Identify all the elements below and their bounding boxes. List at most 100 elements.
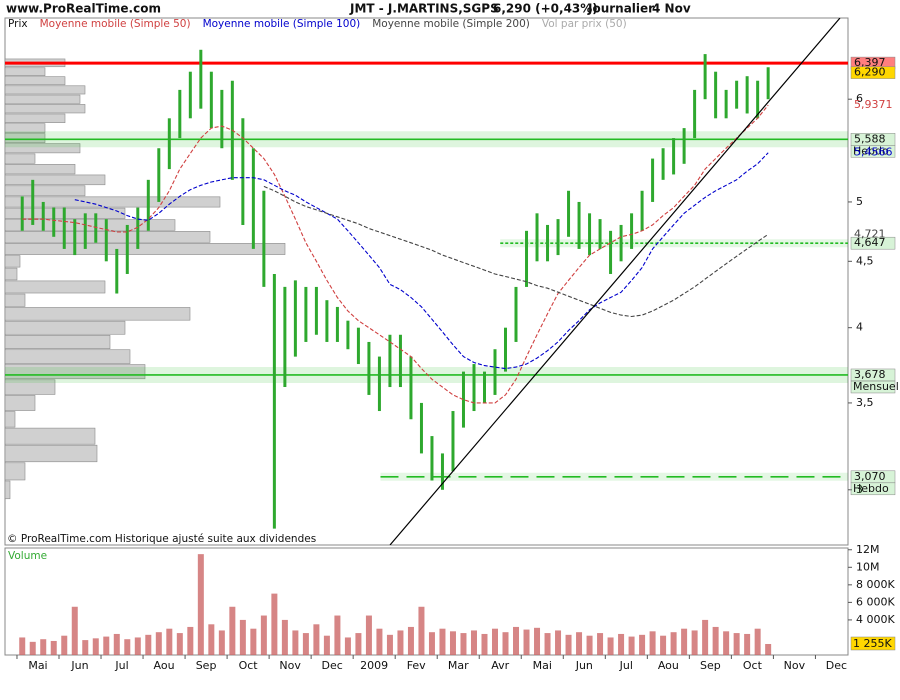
x-tick-label: Avr xyxy=(491,659,509,672)
volume-profile-bar xyxy=(5,480,11,500)
volume-profile-bar xyxy=(5,307,191,321)
last-price-box xyxy=(850,66,896,79)
volume-bar xyxy=(71,606,78,655)
volume-bar xyxy=(481,633,488,655)
volume-bar xyxy=(19,637,26,655)
price-plot xyxy=(5,49,848,529)
level-period: Mensuel xyxy=(853,380,899,393)
x-tick-label: Dec xyxy=(322,659,343,672)
level-period: Hebdo xyxy=(853,144,889,157)
volume-bar xyxy=(229,606,236,655)
volume-bar xyxy=(544,633,551,655)
x-tick-label: Oct xyxy=(239,659,259,672)
volume-bar xyxy=(323,635,330,655)
volume-bar xyxy=(386,634,393,655)
volume-bar xyxy=(281,619,288,655)
x-tick-label: Nov xyxy=(279,659,301,672)
x-tick-label: Jun xyxy=(575,659,593,672)
level-label: 3,678 xyxy=(854,368,886,381)
volume-profile-bar xyxy=(5,185,86,197)
volume-bar xyxy=(302,633,309,655)
x-tick-label: Nov xyxy=(784,659,806,672)
level-label: 5,588 xyxy=(854,132,886,145)
volume-bar xyxy=(29,641,36,655)
volume-profile-bar xyxy=(5,267,18,281)
x-tick-label: Mar xyxy=(448,659,469,672)
volume-bar xyxy=(166,628,173,655)
trend-layer xyxy=(389,18,841,545)
volume-plot xyxy=(19,554,772,655)
volume-profile-bar xyxy=(5,411,16,428)
volume-tick-label: 8 000K xyxy=(856,578,895,591)
quote: 6,290 (+0,43%) xyxy=(493,2,598,16)
ma-last-label: 5,4566 xyxy=(854,146,893,159)
volume-bar xyxy=(239,619,246,655)
x-tick-label: Sep xyxy=(700,659,721,672)
volume-bar xyxy=(344,637,351,655)
volume-profile-bar xyxy=(5,76,66,86)
volume-profile-bar xyxy=(5,293,26,307)
volume-profile-bar xyxy=(5,334,111,350)
volume-bar xyxy=(670,632,677,655)
volume-bar xyxy=(103,636,110,655)
volume-profile-bar xyxy=(5,174,106,186)
volume-bar xyxy=(82,640,89,655)
level-label: 6,397 xyxy=(854,56,886,69)
volume-bar xyxy=(50,640,57,655)
volume-profile-bar xyxy=(5,395,36,411)
last-price-label: 6,290 xyxy=(854,66,886,79)
y-tick-label: 4 xyxy=(856,321,863,334)
volume-bar xyxy=(681,628,688,655)
volume-profile-bar xyxy=(5,444,98,463)
x-tick-label: Oct xyxy=(743,659,763,672)
x-tick-label: Jun xyxy=(70,659,88,672)
volume-profile-bar xyxy=(5,164,76,175)
volume-last-label: 1 255K xyxy=(853,637,892,650)
volume-tick-label: 4 000K xyxy=(856,613,895,626)
volume-profile-bar xyxy=(5,123,46,133)
volume-bar xyxy=(61,635,68,655)
volume-bar xyxy=(460,633,467,655)
ma-last-label: 5,9371 xyxy=(854,98,893,111)
legend-entry: Vol par prix (50) xyxy=(542,18,627,30)
volume-bar xyxy=(691,630,698,655)
y-tick-label: 5 xyxy=(856,195,863,208)
volume-bar xyxy=(134,637,141,655)
volume-bar xyxy=(145,634,152,655)
volume-profile-bar xyxy=(5,219,176,231)
volume-bar xyxy=(502,632,509,655)
x-tick-label: Sep xyxy=(196,659,217,672)
volume-bar xyxy=(523,629,530,655)
y-tick-label: 3 xyxy=(856,483,863,496)
moving-average xyxy=(263,185,769,318)
volume-bar xyxy=(407,626,414,655)
volume-bar xyxy=(491,628,498,655)
volume-bar xyxy=(449,631,456,655)
level-period-box xyxy=(850,145,896,158)
level-label: 4,647 xyxy=(854,236,886,249)
x-tick-label: Aou xyxy=(154,659,175,672)
volume-bar xyxy=(765,643,772,655)
volume-bar xyxy=(628,636,635,655)
volume-bar xyxy=(534,627,541,655)
volume-bar xyxy=(197,554,204,655)
title: JMT - J.MARTINS,SGPS xyxy=(349,2,499,16)
volume-bar xyxy=(271,593,278,655)
volume-bar xyxy=(428,632,435,655)
copyright: © ProRealTime.com Historique ajusté suit… xyxy=(7,533,316,545)
volume-bar xyxy=(439,628,446,655)
trend-line xyxy=(389,18,841,545)
volume-bar xyxy=(597,633,604,655)
level-period-box xyxy=(850,380,896,394)
volume-profile-bar xyxy=(5,349,131,364)
y-tick-label: 4,5 xyxy=(856,254,874,267)
volume-profile-bar xyxy=(5,85,86,95)
volume-bar xyxy=(113,633,120,655)
x-tick-label: Jul xyxy=(114,659,128,672)
volume-profile-bar xyxy=(5,243,286,255)
site: www.ProRealTime.com xyxy=(6,2,161,16)
volume-profile-bar xyxy=(5,104,86,114)
volume-bar xyxy=(470,630,477,655)
